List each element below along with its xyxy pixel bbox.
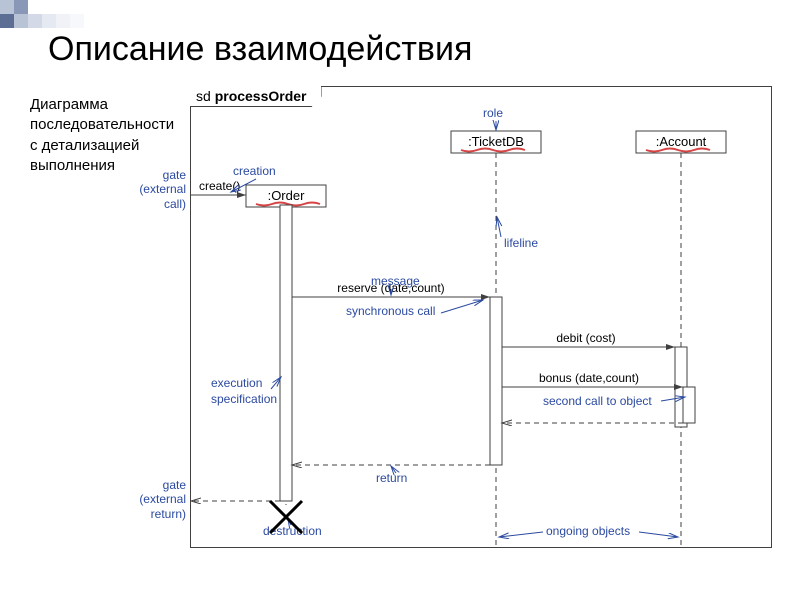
annotation-creation: creation	[233, 164, 276, 178]
annotation-lifeline: lifeline	[504, 236, 538, 250]
activation-order	[280, 205, 292, 501]
sequence-diagram-frame: sd processOrder :Order:TicketDB:Accountc…	[190, 86, 772, 548]
gate-external-call-label: gate(externalcall)	[139, 168, 186, 211]
svg-text:debit (cost): debit (cost)	[556, 331, 615, 345]
subtitle: Диаграммапоследовательностис детализацие…	[30, 95, 195, 176]
activation-ticket	[490, 297, 502, 465]
activation-account	[683, 387, 695, 423]
annotation-message: message	[371, 274, 420, 288]
svg-text:bonus (date,count): bonus (date,count)	[539, 371, 639, 385]
svg-text::Order: :Order	[268, 188, 306, 203]
annotation-secondcall: second call to object	[543, 394, 652, 408]
gate-external-return-label: gate(externalreturn)	[139, 478, 186, 521]
page-title: Описание взаимодействия	[48, 30, 472, 69]
svg-text::TicketDB: :TicketDB	[468, 134, 524, 149]
annotation-return: return	[376, 471, 407, 485]
annotation-role: role	[483, 106, 503, 120]
annotation-ongoing: ongoing objects	[546, 524, 630, 538]
svg-text::Account: :Account	[656, 134, 707, 149]
annotation-synccall: synchronous call	[346, 304, 435, 318]
annotation-execspec_l2: specification	[211, 392, 277, 406]
annotation-execspec_l1: execution	[211, 376, 262, 390]
diagram-canvas: :Order:TicketDB:Accountcreate()reserve (…	[191, 87, 771, 547]
